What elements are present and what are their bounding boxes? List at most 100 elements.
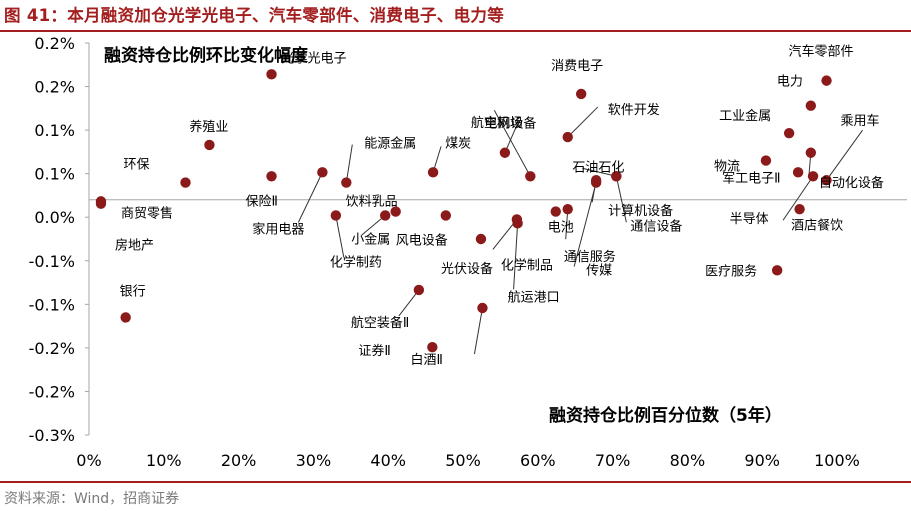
data-point (821, 175, 832, 186)
point-label: 保险Ⅱ (246, 194, 278, 209)
point-label: 航空机场 (471, 115, 523, 131)
y-tick-label: -0.3% (29, 426, 75, 445)
data-point (805, 100, 817, 111)
x-tick-label: 70% (595, 451, 631, 470)
data-point (760, 155, 772, 166)
point-label: 通信服务 (564, 249, 616, 265)
point-label: 半导体 (730, 212, 769, 227)
chart-axes: 0.2% 0.2% 0.1% 0.1% 0.0% -0.1% -0.1% -0.2% -0.2%… (29, 34, 907, 470)
source-note: 资料来源：Wind，招商证券 (4, 491, 180, 507)
data-point (380, 210, 391, 221)
leader-line (826, 129, 863, 181)
data-point (427, 341, 438, 353)
x-tick-label: 80% (670, 451, 706, 470)
leader-line (360, 215, 386, 236)
data-point (475, 233, 487, 245)
point-label: 航运港口 (508, 289, 560, 305)
point-label: 光学光电子 (282, 50, 347, 66)
x-tick-label: 90% (744, 451, 780, 470)
leader-line (567, 106, 599, 138)
point-label: 计算机设备 (608, 203, 673, 219)
scatter-chart: 0.2% 0.2% 0.1% 0.1% 0.0% -0.1% -0.1% -0.2% -0.2%… (29, 34, 907, 470)
point-label: 商贸零售 (121, 205, 173, 221)
data-point (525, 171, 536, 182)
data-point (120, 312, 131, 323)
data-points (95, 69, 832, 353)
y-tick-label: 0.0% (34, 208, 75, 227)
point-label: 小金属 (351, 231, 390, 247)
point-label: 工业金属 (719, 108, 771, 124)
data-point (562, 204, 573, 215)
leader-line (513, 223, 519, 290)
x-tick-label: 50% (445, 451, 481, 470)
y-tick-label: -0.1% (29, 252, 75, 271)
data-point (204, 139, 215, 151)
data-point (427, 167, 439, 178)
leader-line (398, 289, 420, 317)
y-tick-label: -0.2% (29, 339, 75, 358)
data-point (611, 171, 622, 182)
x-tick-label: 100% (814, 451, 860, 470)
data-point (575, 88, 587, 100)
x-tick-label: 60% (520, 451, 556, 470)
point-label: 军工电子Ⅱ (722, 171, 780, 186)
leader-line (335, 215, 345, 258)
leader-line (504, 120, 520, 153)
leader-line (473, 307, 483, 355)
point-label: 能源金属 (364, 136, 416, 152)
y-tick-label: -0.2% (29, 382, 75, 401)
x-tick-label: 20% (221, 451, 257, 470)
point-label: 软件开发 (608, 102, 660, 118)
point-label: 电池 (548, 221, 574, 236)
leader-line (615, 176, 627, 223)
footer-rule (0, 481, 911, 483)
point-label: 化学制药 (330, 254, 382, 270)
data-point (266, 69, 277, 80)
data-point (317, 167, 328, 178)
y-tick-label: -0.1% (29, 295, 75, 314)
point-label: 证券Ⅱ (358, 343, 390, 359)
data-point (95, 198, 107, 209)
point-label: 石油石化 (572, 160, 624, 175)
data-point (807, 171, 819, 182)
x-tick-label: 0% (76, 451, 101, 470)
point-label: 饮料乳品 (346, 195, 398, 210)
data-point (330, 210, 342, 221)
data-point (413, 284, 425, 296)
point-label: 房地产 (115, 238, 154, 254)
x-tick-label: 40% (370, 451, 406, 470)
point-label: 物流 (714, 160, 740, 175)
point-label: 光伏设备 (441, 261, 493, 277)
point-label: 家用电器 (252, 221, 304, 237)
point-label: 环保 (123, 158, 149, 173)
data-point (512, 218, 523, 229)
data-point (550, 206, 561, 217)
x-axis-title: 融资持仓比例百分位数（5年） (549, 405, 782, 426)
y-tick-label: 0.2% (34, 78, 75, 97)
point-label: 电网设备 (484, 115, 536, 131)
data-point (440, 210, 451, 221)
y-tick-label: 0.1% (34, 121, 75, 140)
point-label: 乘用车 (841, 113, 880, 129)
leader-line (782, 175, 814, 221)
point-label: 医疗服务 (705, 263, 757, 279)
point-label: 白酒Ⅱ (410, 352, 442, 368)
point-label: 化学制品 (501, 257, 553, 273)
point-label: 传媒 (586, 264, 612, 279)
leader-line (297, 172, 323, 223)
y-tick-label: 0.2% (34, 34, 75, 53)
leader-lines (297, 106, 863, 355)
point-label: 通信设备 (630, 218, 682, 234)
data-point (805, 147, 817, 158)
data-point (390, 206, 401, 217)
data-point (477, 302, 488, 314)
point-label: 消费电子 (551, 59, 603, 74)
data-point (341, 177, 352, 188)
data-point (266, 171, 277, 182)
point-label: 酒店餐饮 (791, 217, 843, 233)
data-point (792, 167, 804, 178)
point-label: 电力 (777, 75, 803, 90)
data-point (783, 127, 795, 139)
point-label: 汽车零部件 (789, 44, 854, 60)
